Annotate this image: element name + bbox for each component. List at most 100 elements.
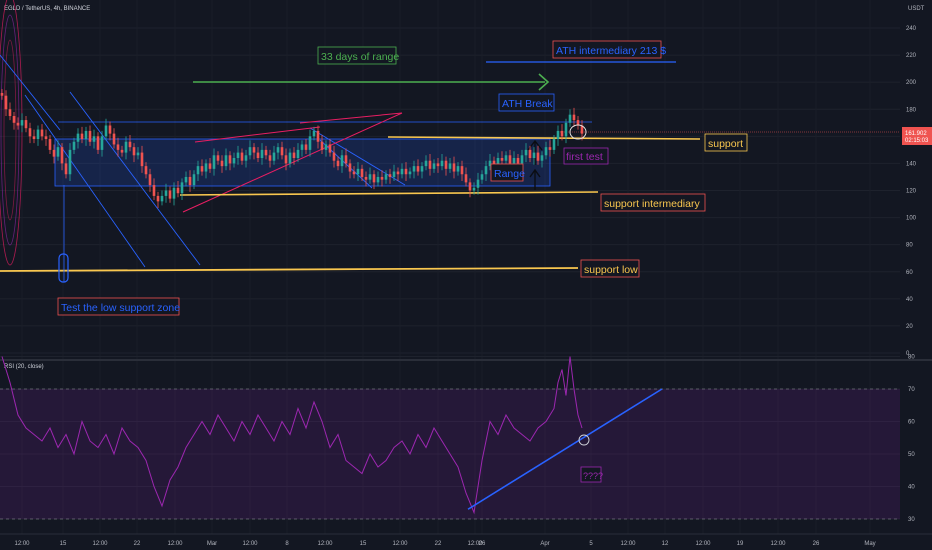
support-low-line	[0, 267, 579, 272]
time-tick-label: 15	[60, 541, 67, 547]
candle-body	[340, 155, 344, 167]
candle-body	[96, 136, 100, 150]
candle-body	[488, 160, 492, 167]
candle-body	[252, 147, 256, 153]
candle-body	[512, 158, 516, 164]
candle-body	[568, 114, 572, 123]
candle-body	[244, 155, 248, 161]
candle-body	[372, 174, 376, 183]
candle-body	[164, 190, 168, 196]
candle-body	[368, 174, 372, 180]
rsi-trendline	[467, 388, 663, 510]
candle-body	[308, 136, 312, 150]
candle-body	[412, 166, 416, 172]
time-tick-label: 12:00	[242, 541, 258, 547]
candle-body	[56, 147, 60, 157]
candle-body	[176, 187, 180, 194]
candle-body	[424, 160, 428, 167]
support-line	[387, 136, 701, 140]
low-test-marker	[58, 253, 69, 283]
price-tick-label: 60	[906, 270, 913, 276]
annotation-rsi-question: ????	[580, 466, 603, 483]
time-axis[interactable]: 12:00 15 12:00 22 12:00 Mar 12:00 8 12:00 15 12:00…	[14, 541, 875, 547]
candle-body	[32, 136, 36, 140]
candle-body	[284, 155, 288, 164]
candle-body	[0, 93, 4, 96]
price-tick-label: 20	[906, 324, 913, 330]
candle-body	[532, 152, 536, 158]
channel-line	[24, 94, 146, 268]
candle-body	[544, 147, 548, 156]
candle-body	[444, 160, 448, 169]
price-candles	[0, 88, 584, 209]
test-low-label: Test the low support zone	[61, 302, 180, 314]
candle-body	[84, 130, 88, 140]
candle-body	[492, 160, 496, 167]
time-tick-label: 19	[737, 541, 744, 547]
candle-body	[460, 166, 464, 175]
candle-body	[156, 195, 160, 202]
candle-body	[300, 144, 304, 150]
candle-body	[436, 163, 440, 167]
candle-body	[380, 176, 384, 180]
candle-body	[528, 149, 532, 158]
candle-body	[540, 155, 544, 161]
candle-body	[500, 158, 504, 161]
candle-body	[24, 120, 28, 129]
range-days-label: 33 days of range	[321, 51, 399, 63]
support-intermediary-label: support intermediary	[604, 198, 700, 210]
candle-body	[236, 152, 240, 158]
support-low-label: support low	[584, 264, 638, 276]
candle-body	[452, 163, 456, 172]
candle-body	[220, 160, 224, 167]
candle-body	[148, 174, 152, 186]
time-tick-label: May	[864, 541, 875, 547]
candle-body	[120, 149, 124, 153]
candle-body	[4, 95, 8, 110]
candle-body	[400, 168, 404, 175]
candle-body	[332, 152, 336, 161]
candle-body	[576, 120, 580, 126]
candle-body	[580, 125, 584, 134]
time-tick-label: 12:00	[695, 541, 711, 547]
candle-body	[104, 125, 108, 137]
candle-body	[196, 166, 200, 175]
candle-body	[440, 160, 444, 167]
price-axis[interactable]: 240220200180160140120100806040200	[906, 26, 917, 357]
rsi-series-line	[1, 356, 583, 515]
candle-body	[316, 130, 320, 142]
candle-body	[44, 136, 48, 140]
candle-body	[364, 176, 368, 180]
candle-body	[8, 109, 12, 117]
rsi-tick-label: 80	[908, 355, 915, 361]
rsi-tick-label: 40	[908, 485, 915, 491]
candle-body	[428, 160, 432, 169]
candle-body	[508, 155, 512, 164]
range-label: Range	[494, 168, 525, 180]
candle-body	[200, 166, 204, 172]
candle-body	[344, 155, 348, 164]
candle-body	[132, 147, 136, 156]
annotation-support: support	[704, 133, 748, 152]
candle-body	[100, 136, 104, 150]
candle-body	[464, 174, 468, 183]
annotation-range-days: 33 days of range	[317, 46, 399, 65]
last-price-value: 161.902	[905, 131, 927, 137]
candle-body	[108, 125, 112, 134]
time-tick-label: 26	[813, 541, 820, 547]
rsi-axis[interactable]: 80 70 60 50 40 30	[908, 355, 915, 524]
time-tick-label: 22	[435, 541, 442, 547]
candle-body	[556, 130, 560, 140]
candle-body	[388, 174, 392, 177]
annotation-ath-intermediary: ATH intermediary 213 $	[552, 40, 666, 59]
wedge-line	[299, 112, 403, 124]
candle-body	[180, 182, 184, 194]
candle-body	[472, 187, 476, 191]
candle-body	[336, 160, 340, 167]
time-tick-label: 12:00	[167, 541, 183, 547]
candle-body	[360, 168, 364, 177]
candle-body	[184, 176, 188, 183]
candle-body	[496, 158, 500, 167]
candle-body	[88, 130, 92, 142]
